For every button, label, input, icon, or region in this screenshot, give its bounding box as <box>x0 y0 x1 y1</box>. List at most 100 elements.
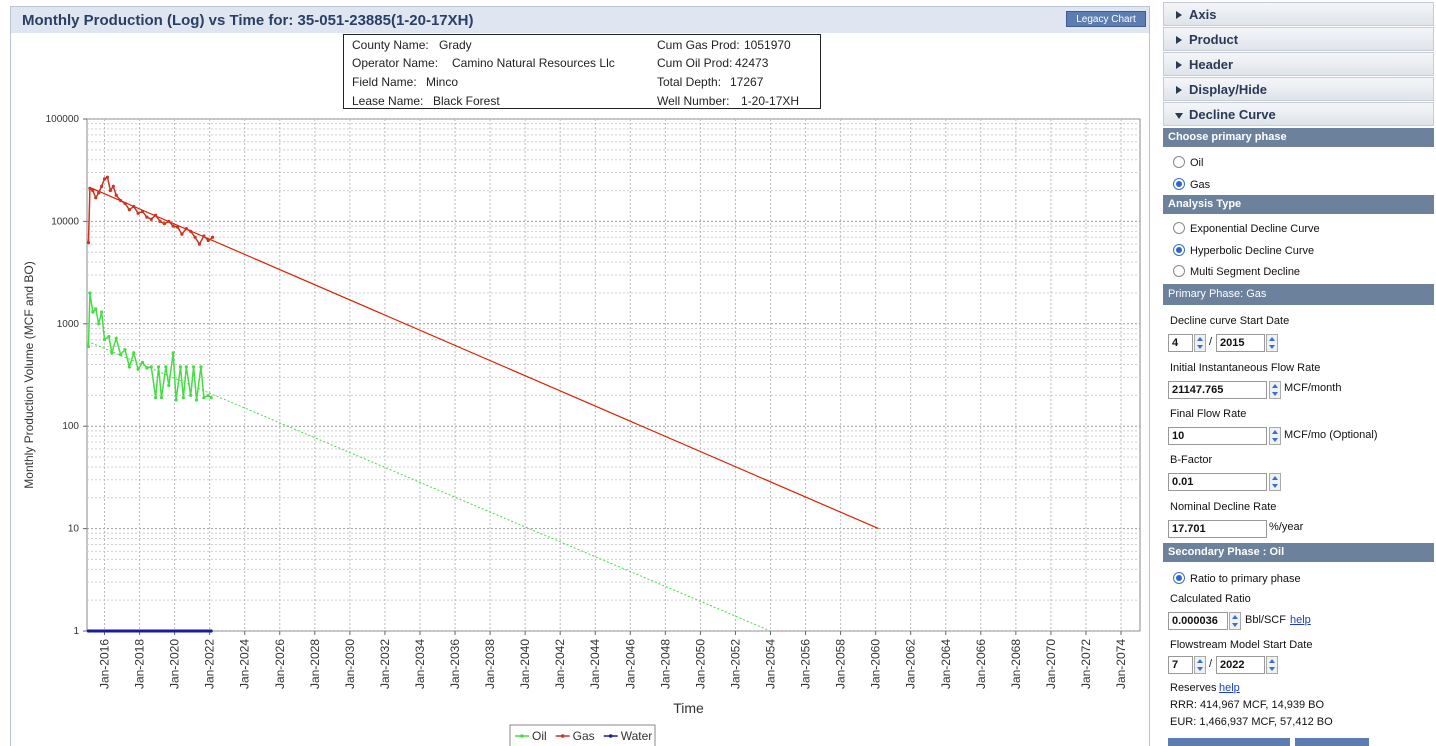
data-point <box>167 383 171 388</box>
spinner[interactable] <box>1269 473 1281 491</box>
accordion-label: Product <box>1189 32 1239 47</box>
button[interactable] <box>1168 738 1290 746</box>
data-point <box>202 234 206 238</box>
data-point <box>189 393 193 397</box>
radio[interactable] <box>1173 178 1185 190</box>
legacy-chart-button[interactable]: Legacy Chart <box>1066 11 1146 27</box>
nominal-input[interactable]: 17.701 <box>1168 520 1267 538</box>
data-point <box>102 338 107 342</box>
unit-label: Bbl/SCF <box>1245 614 1286 626</box>
radio[interactable] <box>1173 156 1185 168</box>
data-point <box>100 310 104 314</box>
data-point <box>127 208 131 212</box>
data-point <box>154 396 158 400</box>
spinner[interactable] <box>1194 656 1206 674</box>
section-heading: Primary Phase: Gas <box>1163 284 1434 305</box>
data-point <box>136 367 140 371</box>
data-point <box>181 396 185 400</box>
heading-text: Analysis Type <box>1168 198 1242 210</box>
x-tick-label: Jan-2046 <box>623 639 637 689</box>
y-axis-label: Monthly Production Volume (MCF and BO) <box>22 261 36 488</box>
accordion-header[interactable]: Decline Curve <box>1163 102 1434 126</box>
x-tick-label: Jan-2020 <box>168 639 182 689</box>
radio[interactable] <box>1173 244 1185 256</box>
accordion-header[interactable]: Product <box>1163 27 1434 51</box>
section-heading: Analysis Type <box>1163 195 1434 214</box>
legend-dot <box>560 734 565 738</box>
month-input[interactable]: 4 <box>1168 334 1193 352</box>
x-tick-label: Jan-2060 <box>869 639 883 689</box>
data-point <box>114 193 118 197</box>
ratio-input[interactable]: 0.000036 <box>1168 612 1228 630</box>
field-label: Nominal Decline Rate <box>1170 501 1277 513</box>
data-point <box>94 196 98 200</box>
x-tick-label: Jan-2050 <box>693 639 707 689</box>
radio-label: Exponential Decline Curve <box>1190 223 1320 235</box>
spinner[interactable] <box>1269 381 1281 399</box>
data-point <box>211 235 215 239</box>
year-input[interactable]: 2015 <box>1216 334 1265 352</box>
radio[interactable] <box>1173 222 1185 234</box>
x-tick-label: Jan-2030 <box>343 639 357 689</box>
spinner[interactable] <box>1194 334 1206 352</box>
data-point <box>105 175 110 179</box>
info-value: Camino Natural Resources Llc <box>452 56 615 70</box>
forecast-line <box>91 187 879 530</box>
data-point <box>162 222 167 226</box>
data-point <box>174 398 178 402</box>
spinner[interactable] <box>1229 612 1241 630</box>
legend-dot <box>608 734 613 738</box>
help-link[interactable]: help <box>1219 682 1240 694</box>
reserves-text: EUR: 1,466,937 MCF, 57,412 BO <box>1170 716 1333 728</box>
data-point <box>97 322 101 326</box>
accordion-label: Decline Curve <box>1189 107 1276 122</box>
x-tick-label: Jan-2036 <box>448 639 462 689</box>
radio[interactable] <box>1173 265 1185 277</box>
data-point <box>206 393 210 397</box>
data-point <box>192 365 196 369</box>
info-label: Cum Gas Prod: <box>657 38 740 52</box>
spinner[interactable] <box>1266 656 1278 674</box>
accordion-header[interactable]: Header <box>1163 52 1434 76</box>
reserves-text: RRR: 414,967 MCF, 14,939 BO <box>1170 699 1325 711</box>
x-tick-label: Jan-2054 <box>764 639 778 689</box>
legend-label: Water <box>621 729 653 743</box>
spinner[interactable] <box>1266 334 1278 352</box>
field-label: Final Flow Rate <box>1170 408 1247 420</box>
final-rate-input[interactable]: 10 <box>1168 427 1267 445</box>
radio[interactable] <box>1173 572 1185 584</box>
b-factor-input[interactable]: 0.01 <box>1168 473 1267 491</box>
help-link[interactable]: help <box>1290 614 1311 626</box>
accordion-label: Display/Hide <box>1189 82 1268 97</box>
accordion-header[interactable]: Axis <box>1163 2 1434 26</box>
data-point <box>88 186 92 191</box>
info-value: 1-20-17XH <box>741 94 800 108</box>
y-tick-label: 1000 <box>57 319 80 330</box>
x-tick-label: Jan-2018 <box>133 639 147 689</box>
data-point <box>209 629 213 633</box>
x-tick-label: Jan-2040 <box>518 639 532 689</box>
data-point <box>91 310 95 314</box>
legend-box <box>509 724 656 746</box>
heading-text: Choose primary phase <box>1168 131 1287 143</box>
accordion-header[interactable]: Display/Hide <box>1163 77 1434 101</box>
chart: 1 10 100 1000 10000 100000 Jan-2016 Jan-2018 Jan… <box>22 114 1141 746</box>
data-point <box>88 291 92 295</box>
year-input[interactable]: 2022 <box>1216 656 1265 674</box>
data-point <box>91 188 95 193</box>
data-point <box>199 365 203 369</box>
data-point <box>127 365 131 369</box>
data-point <box>184 365 188 369</box>
data-point <box>118 353 123 357</box>
date-separator: / <box>1209 658 1213 670</box>
rate-input[interactable]: 21147.765 <box>1168 381 1267 399</box>
month-input[interactable]: 7 <box>1168 656 1193 674</box>
data-point <box>123 201 127 205</box>
spinner[interactable] <box>1269 427 1281 445</box>
x-tick-label: Jan-2024 <box>238 639 252 689</box>
data-point <box>175 225 180 229</box>
info-label: Operator Name: <box>352 56 439 70</box>
x-tick-label: Jan-2056 <box>799 639 813 689</box>
button[interactable] <box>1295 738 1369 746</box>
